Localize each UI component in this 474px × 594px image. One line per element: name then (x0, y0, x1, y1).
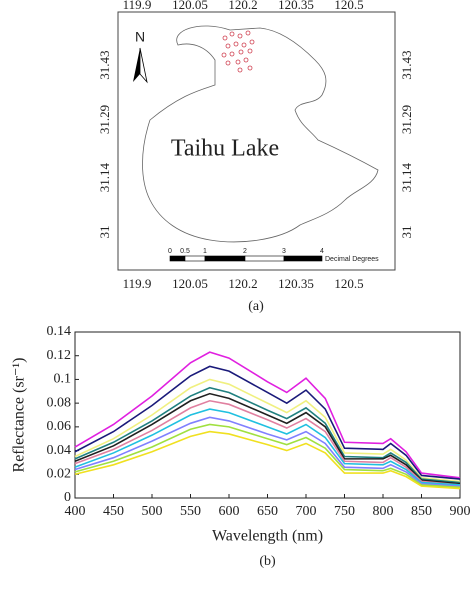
map-top-tick: 119.9 (123, 0, 152, 12)
sample-sites (221, 30, 255, 73)
x-tick-label: 800 (373, 504, 394, 519)
map-bottom-tick: 119.9 (123, 276, 152, 291)
map-right-tick: 31 (399, 226, 414, 239)
scale-tick: 2 (243, 248, 247, 255)
x-tick-label: 650 (257, 504, 278, 519)
map-frame (117, 11, 396, 271)
scale-tick: 3 (282, 248, 286, 255)
map-caption: (a) (248, 299, 264, 314)
x-tick-label: 500 (142, 504, 163, 519)
north-label: N (135, 29, 145, 45)
x-tick-label: 700 (296, 504, 317, 519)
spectrum-line (74, 386, 461, 484)
map-right-tick: 31.14 (399, 163, 414, 193)
x-axis-label: Wavelength (nm) (212, 528, 323, 545)
map-left-tick: 31.14 (97, 163, 112, 193)
x-tick-label: 900 (450, 504, 471, 519)
y-tick-label: 0.14 (47, 324, 72, 339)
spectrum-line (74, 416, 461, 487)
y-axis-label: Reflectance (sr⁻¹) (11, 358, 28, 473)
map-left-tick: 31.29 (97, 105, 112, 134)
x-tick-label: 450 (103, 504, 124, 519)
x-tick-label: 600 (219, 504, 240, 519)
spectrum-line (74, 392, 461, 485)
spectrum-line (74, 365, 461, 480)
x-tick-label: 550 (180, 504, 201, 519)
spectrum-line (74, 408, 461, 486)
chart-caption: (b) (259, 554, 276, 569)
lake-outline (142, 25, 379, 243)
scale-tick: 1 (203, 248, 207, 255)
scale-tick: 0 (168, 248, 172, 255)
map-bottom-tick: 120.2 (228, 276, 257, 291)
map-top-tick: 120.5 (334, 0, 363, 12)
map-bottom-tick: 120.35 (278, 276, 314, 291)
x-tick-label: 850 (411, 504, 432, 519)
scale-tick: 0.5 (180, 248, 190, 255)
x-tick-label: 750 (334, 504, 355, 519)
y-tick-label: 0.08 (47, 395, 72, 410)
lake-label: Taihu Lake (171, 136, 279, 162)
map-top-tick: 120.35 (278, 0, 314, 12)
map-right-tick: 31.43 (399, 51, 414, 80)
y-tick-label: 0 (64, 490, 71, 505)
y-tick-label: 0.04 (47, 443, 72, 458)
y-tick-label: 0.1 (54, 372, 72, 387)
scale-unit: Decimal Degrees (325, 256, 379, 263)
spectrum-line (74, 351, 461, 479)
north-arrow (133, 47, 148, 84)
scale-tick: 4 (320, 248, 324, 255)
spectrum-line (74, 430, 461, 490)
y-tick-label: 0.06 (47, 419, 72, 434)
map-top-tick: 120.05 (172, 0, 208, 12)
map-bottom-tick: 120.5 (334, 276, 363, 291)
map-bottom-tick: 120.05 (172, 276, 208, 291)
map-top-tick: 120.2 (228, 0, 257, 12)
scale-bar (169, 255, 323, 262)
map-left-tick: 31.43 (97, 51, 112, 80)
y-tick-label: 0.02 (47, 467, 72, 482)
map-left-tick: 31 (97, 226, 112, 239)
spectrum-line (74, 378, 461, 483)
y-tick-label: 0.12 (47, 348, 72, 363)
x-tick-label: 400 (65, 504, 86, 519)
map-right-tick: 31.29 (399, 105, 414, 134)
spectrum-line (74, 399, 461, 486)
spectrum-line (74, 423, 461, 489)
